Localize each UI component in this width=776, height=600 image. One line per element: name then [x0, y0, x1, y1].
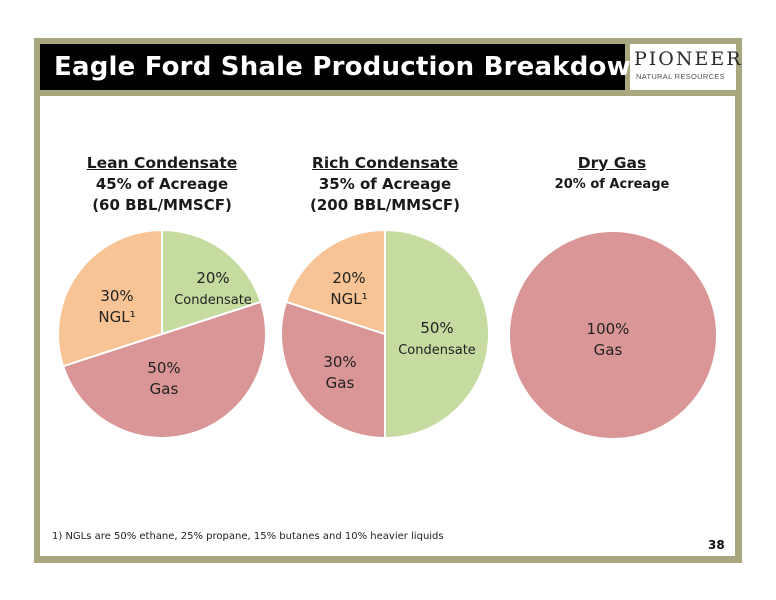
logo-name: PIONEER: [634, 48, 743, 70]
footnote: 1) NGLs are 50% ethane, 25% propane, 15%…: [52, 531, 444, 542]
pie-2-label-name-gas: Gas: [594, 341, 623, 359]
pie-0-slice-gas: [61, 300, 267, 439]
pie-title-rich: Rich Condensate 35% of Acreage (200 BBL/…: [285, 153, 485, 216]
pie-1-label-name-condensate: Condensate: [398, 343, 476, 358]
pie-title-lean: Lean Condensate 45% of Acreage (60 BBL/M…: [62, 153, 262, 216]
pie-1-label-name-ngl: NGL¹: [330, 290, 367, 308]
pie-1-slice-ngl: [284, 228, 386, 336]
pie-0-label-pct-condensate: 20%: [196, 269, 229, 287]
pie-0-label-pct-gas: 50%: [147, 359, 180, 377]
slide-title: Eagle Ford Shale Production Breakdown: [54, 52, 650, 82]
pie-title-dry: Dry Gas 20% of Acreage: [512, 153, 712, 195]
pie-0-label-name-ngl: NGL¹: [98, 308, 135, 326]
pie-line1-dry: 20% of Acreage: [554, 177, 670, 192]
title-bar: Eagle Ford Shale Production Breakdown: [40, 44, 649, 90]
pie-line2-lean: (60 BBL/MMSCF): [92, 196, 232, 214]
pie-0-label-pct-ngl: 30%: [100, 287, 133, 305]
pie-0-slice-ngl: [56, 228, 163, 368]
pie-heading-dry: Dry Gas: [577, 154, 647, 172]
pie-heading-lean: Lean Condensate: [86, 154, 238, 172]
company-logo: PIONEER NATURAL RESOURCES: [630, 44, 741, 90]
pie-heading-rich: Rich Condensate: [311, 154, 459, 172]
pie-1-slice-condensate: [384, 228, 490, 440]
logo-subtitle: NATURAL RESOURCES: [636, 72, 725, 81]
pie-1-slice-gas: [279, 300, 386, 440]
pie-1-label-pct-gas: 30%: [323, 353, 356, 371]
pie-0-label-name-gas: Gas: [150, 380, 179, 398]
pie-1-label-pct-condensate: 50%: [420, 319, 453, 337]
pie-1-label-pct-ngl: 20%: [332, 269, 365, 287]
pie-0-label-name-condensate: Condensate: [174, 293, 252, 308]
pie-line2-rich: (200 BBL/MMSCF): [309, 196, 461, 214]
pie-0-slice-condensate: [161, 228, 263, 336]
pie-1-label-name-gas: Gas: [326, 374, 355, 392]
page-number: 38: [708, 538, 725, 552]
pie-line1-lean: 45% of Acreage: [95, 175, 229, 193]
pie-2-slice-gas: [508, 230, 718, 440]
pie-2-label-pct-gas: 100%: [587, 320, 630, 338]
pie-line1-rich: 35% of Acreage: [318, 175, 452, 193]
